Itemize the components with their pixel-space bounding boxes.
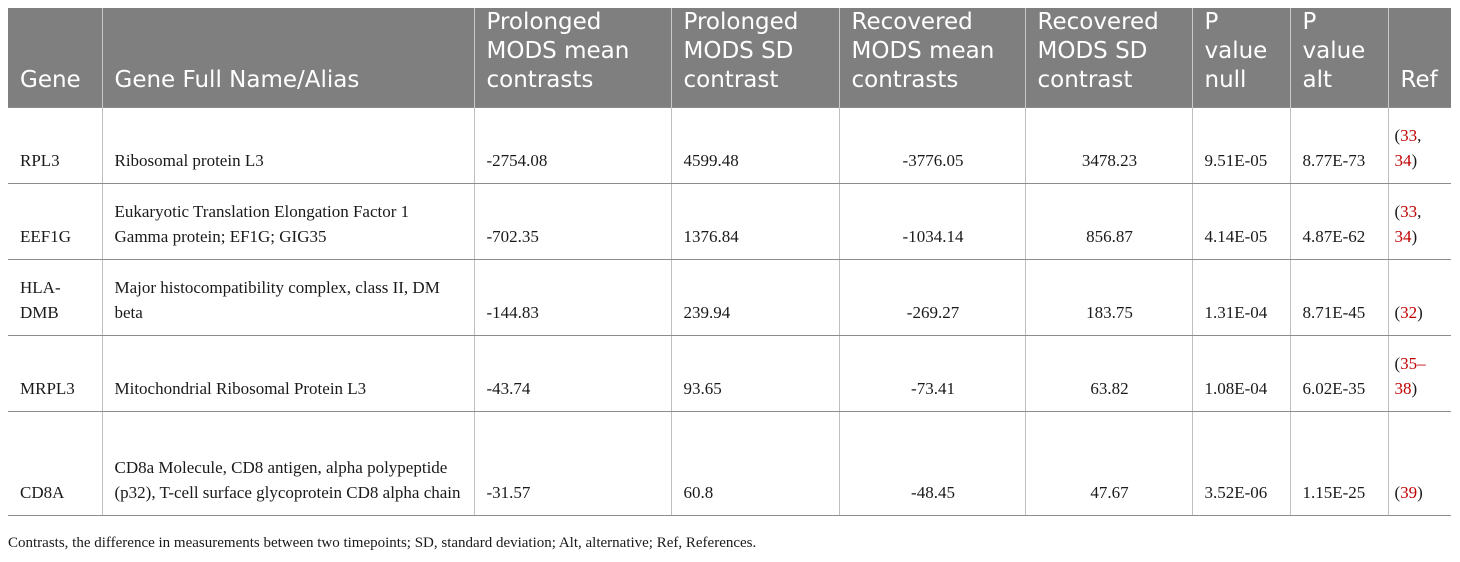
cell-p-alt: 4.87E-62 xyxy=(1289,183,1388,260)
ref-link[interactable]: 39 xyxy=(1400,483,1418,502)
cell-gene: CD8A xyxy=(8,411,102,516)
cell-prolonged-mean: -144.83 xyxy=(473,259,671,336)
ref-open: ( xyxy=(1394,483,1401,502)
ref-close: ) xyxy=(1411,151,1418,170)
cell-prolonged-mean: -43.74 xyxy=(473,335,671,412)
ref-link[interactable]: 33 xyxy=(1400,202,1418,221)
cell-recovered-mean: -1034.14 xyxy=(838,183,1025,260)
cell-gene-name: CD8a Molecule, CD8 antigen, alpha polype… xyxy=(101,411,474,516)
header-p-value-null: P value null xyxy=(1191,8,1290,108)
cell-prolonged-mean: -31.57 xyxy=(473,411,671,516)
cell-prolonged-sd: 1376.84 xyxy=(670,183,839,260)
ref-separator: , xyxy=(1417,202,1422,221)
cell-recovered-sd: 47.67 xyxy=(1024,411,1192,516)
table-row: CD8A CD8a Molecule, CD8 antigen, alpha p… xyxy=(8,411,1451,516)
cell-p-alt: 1.15E-25 xyxy=(1289,411,1388,516)
cell-gene: EEF1G xyxy=(8,183,102,260)
cell-prolonged-mean: -2754.08 xyxy=(473,107,671,184)
cell-gene: HLA-DMB xyxy=(8,259,102,336)
cell-p-null: 1.08E-04 xyxy=(1191,335,1290,412)
cell-recovered-sd: 63.82 xyxy=(1024,335,1192,412)
cell-ref: (35–38) xyxy=(1387,335,1451,412)
ref-link[interactable]: 34 xyxy=(1394,227,1412,246)
table-row: MRPL3 Mitochondrial Ribosomal Protein L3… xyxy=(8,335,1451,412)
ref-open: ( xyxy=(1394,126,1401,145)
cell-p-null: 9.51E-05 xyxy=(1191,107,1290,184)
gene-table: Gene Gene Full Name/Alias Prolonged MODS… xyxy=(8,8,1451,516)
cell-ref: (39) xyxy=(1387,411,1451,516)
cell-ref: (32) xyxy=(1387,259,1451,336)
ref-link[interactable]: 35–38 xyxy=(1394,354,1426,398)
ref-open: ( xyxy=(1394,202,1401,221)
cell-prolonged-sd: 4599.48 xyxy=(670,107,839,184)
cell-ref: (33, 34) xyxy=(1387,183,1451,260)
header-recovered-mean: Recovered MODS mean contrasts xyxy=(838,8,1025,108)
cell-recovered-sd: 856.87 xyxy=(1024,183,1192,260)
ref-open: ( xyxy=(1394,354,1401,373)
cell-prolonged-sd: 93.65 xyxy=(670,335,839,412)
table-header-row: Gene Gene Full Name/Alias Prolonged MODS… xyxy=(8,8,1451,108)
header-prolonged-sd: Prolonged MODS SD contrast xyxy=(670,8,839,108)
table-footnote: Contrasts, the difference in measurement… xyxy=(8,535,757,551)
ref-open: ( xyxy=(1394,303,1401,322)
cell-gene-name: Mitochondrial Ribosomal Protein L3 xyxy=(101,335,474,412)
cell-prolonged-sd: 239.94 xyxy=(670,259,839,336)
cell-p-alt: 8.71E-45 xyxy=(1289,259,1388,336)
header-prolonged-mean: Prolonged MODS mean contrasts xyxy=(473,8,671,108)
ref-close: ) xyxy=(1411,379,1418,398)
cell-p-null: 3.52E-06 xyxy=(1191,411,1290,516)
cell-p-alt: 8.77E-73 xyxy=(1289,107,1388,184)
cell-prolonged-sd: 60.8 xyxy=(670,411,839,516)
header-gene: Gene xyxy=(8,8,102,108)
cell-gene: RPL3 xyxy=(8,107,102,184)
cell-recovered-sd: 3478.23 xyxy=(1024,107,1192,184)
ref-link[interactable]: 34 xyxy=(1394,151,1412,170)
cell-gene-name: Major histocompatibility complex, class … xyxy=(101,259,474,336)
cell-recovered-sd: 183.75 xyxy=(1024,259,1192,336)
cell-gene-name: Eukaryotic Translation Elongation Factor… xyxy=(101,183,474,260)
cell-recovered-mean: -48.45 xyxy=(838,411,1025,516)
cell-prolonged-mean: -702.35 xyxy=(473,183,671,260)
table-row: RPL3 Ribosomal protein L3 -2754.08 4599.… xyxy=(8,107,1451,184)
table-row: EEF1G Eukaryotic Translation Elongation … xyxy=(8,183,1451,260)
header-p-value-alt: P value alt xyxy=(1289,8,1388,108)
header-recovered-sd: Recovered MODS SD contrast xyxy=(1024,8,1192,108)
header-gene-full-name: Gene Full Name/Alias xyxy=(101,8,474,108)
ref-link[interactable]: 33 xyxy=(1400,126,1418,145)
cell-p-null: 4.14E-05 xyxy=(1191,183,1290,260)
ref-link[interactable]: 32 xyxy=(1400,303,1418,322)
ref-close: ) xyxy=(1417,303,1423,322)
cell-ref: (33, 34) xyxy=(1387,107,1451,184)
cell-gene: MRPL3 xyxy=(8,335,102,412)
ref-close: ) xyxy=(1411,227,1418,246)
cell-recovered-mean: -269.27 xyxy=(838,259,1025,336)
gene-table-container: Gene Gene Full Name/Alias Prolonged MODS… xyxy=(8,8,1451,516)
cell-p-alt: 6.02E-35 xyxy=(1289,335,1388,412)
ref-close: ) xyxy=(1417,483,1423,502)
cell-p-null: 1.31E-04 xyxy=(1191,259,1290,336)
header-ref: Ref xyxy=(1387,8,1451,108)
table-row: HLA-DMB Major histocompatibility complex… xyxy=(8,259,1451,336)
cell-recovered-mean: -3776.05 xyxy=(838,107,1025,184)
cell-recovered-mean: -73.41 xyxy=(838,335,1025,412)
cell-gene-name: Ribosomal protein L3 xyxy=(101,107,474,184)
ref-separator: , xyxy=(1417,126,1422,145)
